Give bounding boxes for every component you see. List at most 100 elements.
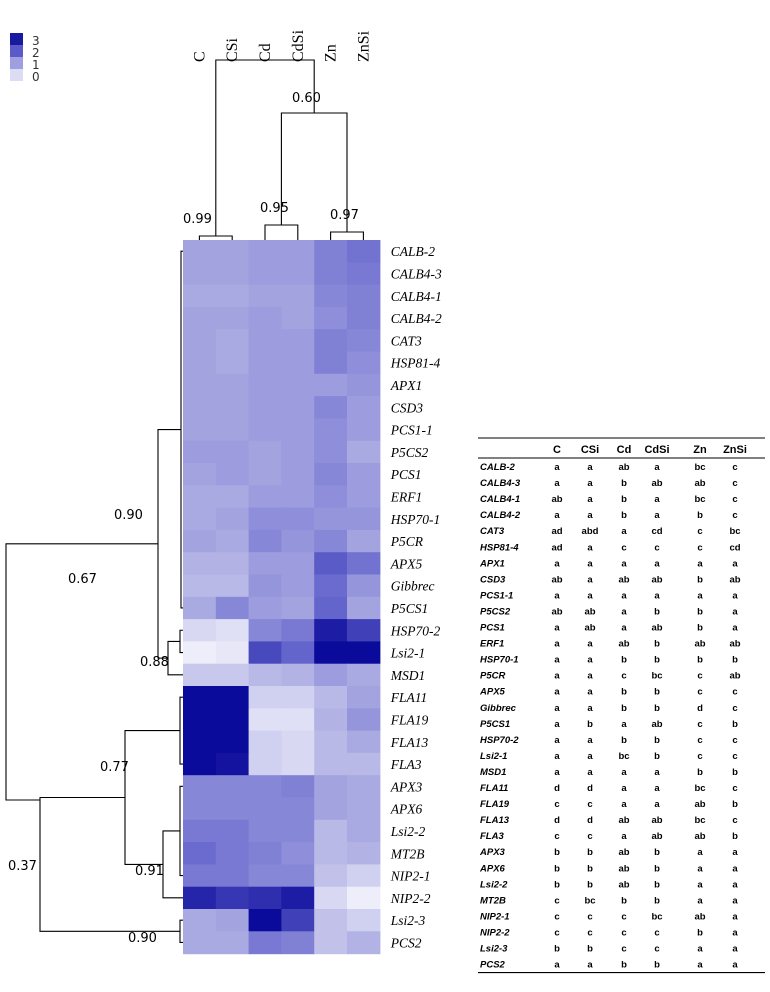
- table-cell: c: [554, 831, 559, 842]
- table-cell: cd: [729, 542, 740, 553]
- heatmap-cell: [248, 931, 282, 955]
- table-cell: ab: [618, 462, 629, 473]
- table-cell: b: [732, 719, 738, 730]
- table-cell: a: [621, 590, 627, 601]
- table-cell: b: [654, 639, 660, 650]
- heatmap-cell: [281, 663, 315, 687]
- heatmap-cell: [215, 819, 250, 843]
- table-cell: a: [587, 478, 593, 489]
- row-label: MSD1: [390, 668, 426, 683]
- dendrogram-branch: [264, 224, 299, 240]
- table-cell: a: [654, 783, 660, 794]
- heatmap-cell: [215, 797, 250, 821]
- table-gene-label: APX6: [479, 863, 506, 874]
- table-cell: ab: [651, 574, 662, 585]
- heatmap-cell: [347, 931, 381, 955]
- heatmap-cell: [347, 306, 381, 330]
- heatmap-cell: [248, 552, 282, 576]
- table-cell: a: [621, 623, 627, 634]
- dendrogram-branch: [198, 235, 233, 240]
- heatmap-cell: [347, 463, 381, 486]
- heatmap-cell: [183, 663, 217, 687]
- table-cell: ab: [729, 639, 740, 650]
- table-cell: a: [587, 542, 593, 553]
- table-cell: cd: [651, 526, 662, 537]
- heatmap-cell: [183, 396, 217, 419]
- table-cell: a: [654, 767, 660, 778]
- heatmap: [183, 240, 381, 955]
- column-label: C: [191, 51, 208, 62]
- heatmap-cell: [215, 686, 250, 709]
- dendrogram-similarity-label: 0.97: [330, 208, 359, 223]
- table-cell: ab: [651, 831, 662, 842]
- table-cell: a: [621, 799, 627, 810]
- table-cell: a: [587, 510, 593, 521]
- heatmap-cell: [215, 574, 250, 598]
- table-cell: ab: [651, 815, 662, 826]
- dendrogram-branch: [39, 796, 180, 932]
- heatmap-cell: [248, 351, 282, 375]
- heatmap-cell: [183, 619, 217, 642]
- table-cell: a: [587, 687, 593, 698]
- table-cell: ad: [551, 542, 562, 553]
- heatmap-cell: [248, 463, 282, 486]
- heatmap-cell: [215, 842, 250, 865]
- table-cell: a: [554, 623, 560, 634]
- column-label: ZnSi: [355, 30, 372, 62]
- dendrogram-branch: [124, 730, 180, 865]
- heatmap-cell: [347, 775, 381, 799]
- table-cell: ab: [729, 671, 740, 682]
- table-gene-label: CALB4-2: [480, 510, 521, 521]
- heatmap-cell: [314, 619, 348, 642]
- table-cell: c: [587, 799, 592, 810]
- heatmap-cell: [347, 663, 381, 687]
- table-cell: b: [654, 703, 660, 714]
- row-label: MT2B: [390, 846, 425, 861]
- heatmap-cell: [248, 730, 282, 754]
- table-cell: a: [621, 526, 627, 537]
- heatmap-cell: [183, 463, 217, 486]
- table-cell: b: [554, 944, 560, 955]
- heatmap-cell: [215, 329, 250, 353]
- table-cell: c: [697, 687, 702, 698]
- table-cell: c: [732, 462, 737, 473]
- heatmap-cell: [183, 596, 217, 620]
- table-cell: c: [732, 510, 737, 521]
- table-cell: ab: [651, 478, 662, 489]
- heatmap-cell: [248, 596, 282, 620]
- table-cell: c: [554, 928, 559, 939]
- table-cell: a: [587, 574, 593, 585]
- table-gene-label: CAT3: [480, 526, 505, 537]
- table-cell: a: [554, 751, 560, 762]
- column-label: CdSi: [290, 29, 307, 62]
- heatmap-cell: [281, 619, 315, 642]
- row-label: PCS1-1: [390, 423, 433, 438]
- heatmap-cell: [347, 819, 381, 843]
- heatmap-cell: [347, 262, 381, 286]
- table-cell: a: [732, 558, 738, 569]
- heatmap-cell: [248, 752, 282, 776]
- dendrogram-similarity-label: 0.91: [135, 864, 164, 879]
- table-gene-label: ERF1: [480, 639, 504, 650]
- table-cell: ab: [651, 623, 662, 634]
- row-label: CAT3: [391, 333, 422, 348]
- heatmap-cell: [248, 708, 282, 732]
- table-cell: a: [587, 703, 593, 714]
- table-cell: a: [697, 558, 703, 569]
- table-cell: a: [621, 719, 627, 730]
- table-cell: bc: [729, 526, 740, 537]
- table-cell: a: [732, 847, 738, 858]
- table-cell: a: [587, 655, 593, 666]
- table-cell: c: [697, 542, 702, 553]
- heatmap-cell: [183, 574, 217, 598]
- table-cell: a: [654, 462, 660, 473]
- heatmap-cell: [281, 329, 315, 353]
- table-cell: a: [732, 607, 738, 618]
- table-cell: a: [732, 960, 738, 971]
- heatmap-cell: [215, 306, 250, 330]
- heatmap-cell: [281, 529, 315, 553]
- heatmap-cell: [347, 797, 381, 821]
- heatmap-cell: [314, 931, 348, 955]
- row-label: HSP70-2: [390, 623, 441, 638]
